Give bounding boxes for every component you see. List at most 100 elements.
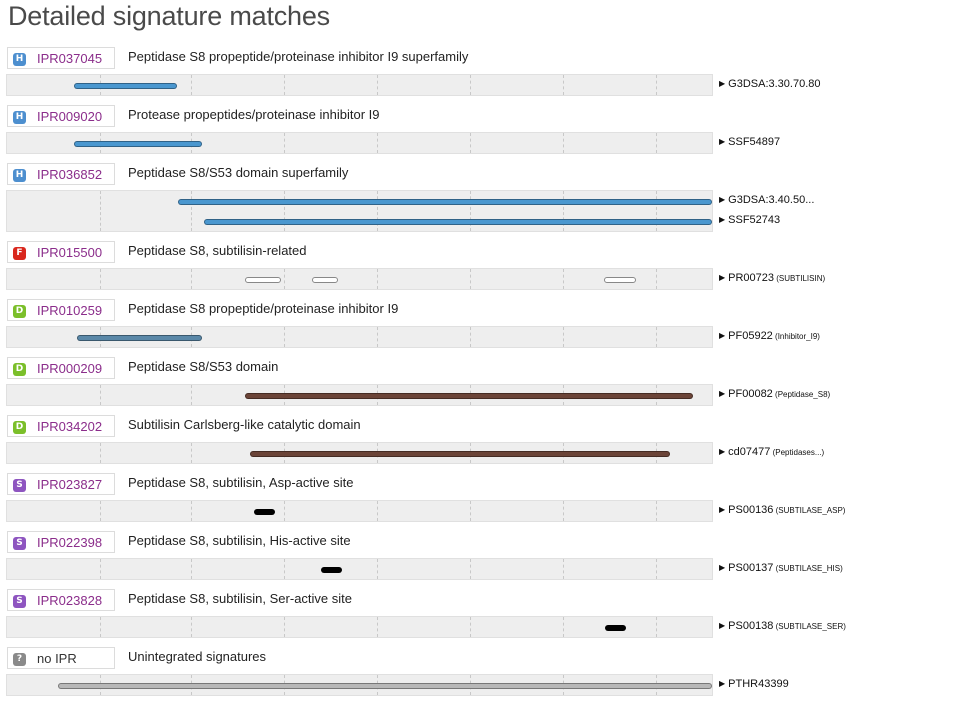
ipr-accession-link[interactable]: IPR000209 [37,361,103,376]
match-bar[interactable] [177,199,712,205]
entry-name: Peptidase S8/S53 domain superfamily [128,165,349,180]
match-bar[interactable] [311,277,338,283]
grid-line [563,269,564,289]
grid-line [470,191,471,231]
triangle-right-icon[interactable]: ▶ [719,215,726,224]
match-bar[interactable] [244,277,282,283]
match-track [6,190,713,232]
match-bar[interactable] [603,277,637,283]
signature-accession[interactable]: PS00138 [728,620,774,632]
signature-accession[interactable]: SSF54897 [728,136,781,148]
grid-line [100,191,101,231]
signature-accession[interactable]: PR00723 [728,272,775,284]
signature-label[interactable]: ▶ PS00136 (SUBTILASE_ASP) [719,504,845,516]
entry-name: Peptidase S8, subtilisin, Ser-active sit… [128,591,352,606]
match-bar[interactable] [57,683,712,689]
match-track [6,616,713,638]
triangle-right-icon[interactable]: ▶ [719,79,726,88]
no-ipr-label: no IPR [37,651,77,666]
entry-name: Peptidase S8/S53 domain [128,359,279,374]
grid-line [284,75,285,95]
match-bar[interactable] [254,509,276,515]
triangle-right-icon[interactable]: ▶ [719,137,726,146]
signature-accession[interactable]: SSF52743 [728,214,781,226]
page-title: Detailed signature matches [8,1,330,31]
triangle-right-icon[interactable]: ▶ [719,563,726,572]
signature-accession[interactable]: G3DSA:3.30.70.80 [728,78,821,90]
grid-line [377,191,378,231]
grid-line [100,269,101,289]
ipr-accession-link[interactable]: IPR009020 [37,109,103,124]
triangle-right-icon[interactable]: ▶ [719,447,726,456]
signature-label[interactable]: ▶ PR00723 (SUBTILISIN) [719,272,825,284]
ipr-accession-link[interactable]: IPR010259 [37,303,103,318]
match-track [6,74,713,96]
grid-line [470,75,471,95]
signature-label[interactable]: ▶ PTHR43399 [719,678,789,690]
grid-line [656,617,657,637]
signature-name: (Peptidase_S8) [772,390,831,399]
match-bar[interactable] [321,567,343,573]
entry-name: Peptidase S8 propeptide/proteinase inhib… [128,49,469,64]
triangle-right-icon[interactable]: ▶ [719,621,726,630]
signature-accession[interactable]: PF05922 [728,330,773,342]
triangle-right-icon[interactable]: ▶ [719,273,726,282]
signature-name: (SUBTILASE_ASP) [773,506,846,515]
signature-label[interactable]: ▶ G3DSA:3.30.70.80 [719,78,821,90]
signature-accession[interactable]: cd07477 [728,446,771,458]
match-bar[interactable] [203,219,712,225]
ipr-accession-link[interactable]: IPR037045 [37,51,103,66]
match-bar[interactable] [605,625,627,631]
triangle-right-icon[interactable]: ▶ [719,679,726,688]
match-bar[interactable] [73,83,177,89]
signature-label[interactable]: ▶ SSF52743 [719,214,780,226]
grid-line [284,133,285,153]
match-bar[interactable] [77,335,202,341]
grid-line [470,559,471,579]
ipr-accession-link[interactable]: IPR023827 [37,477,103,492]
signature-label[interactable]: ▶ cd07477 (Peptidases...) [719,446,824,458]
signature-accession[interactable]: PTHR43399 [728,678,789,690]
signature-accession[interactable]: PF00082 [728,388,773,400]
match-track [6,500,713,522]
signature-label[interactable]: ▶ PF00082 (Peptidase_S8) [719,388,830,400]
signature-label[interactable]: ▶ G3DSA:3.40.50... [719,194,814,206]
signature-accession[interactable]: PS00136 [728,504,774,516]
triangle-right-icon[interactable]: ▶ [719,389,726,398]
domain-icon: D [13,305,26,318]
entry-name: Peptidase S8, subtilisin-related [128,243,307,258]
signature-label[interactable]: ▶ SSF54897 [719,136,780,148]
domain-icon: D [13,363,26,376]
signature-label[interactable]: ▶ PF05922 (Inhibitor_I9) [719,330,820,342]
ipr-accession-link[interactable]: IPR015500 [37,245,103,260]
entry-accession-box: H IPR009020 [7,105,115,127]
match-bar[interactable] [73,141,202,147]
grid-line [563,617,564,637]
grid-line [470,133,471,153]
signature-name: (Inhibitor_I9) [772,332,820,341]
match-track [6,268,713,290]
match-bar[interactable] [244,393,693,399]
triangle-right-icon[interactable]: ▶ [719,505,726,514]
signature-accession[interactable]: PS00137 [728,562,774,574]
triangle-right-icon[interactable]: ▶ [719,195,726,204]
signature-label[interactable]: ▶ PS00137 (SUBTILASE_HIS) [719,562,843,574]
entry-name: Unintegrated signatures [128,649,267,664]
signature-name: (Peptidases...) [770,448,825,457]
grid-line [100,617,101,637]
grid-line [284,617,285,637]
signature-name: (SUBTILASE_SER) [773,622,846,631]
match-bar[interactable] [250,451,670,457]
grid-line [470,501,471,521]
ipr-accession-link[interactable]: IPR036852 [37,167,103,182]
entry-accession-box: S IPR022398 [7,531,115,553]
signature-accession[interactable]: G3DSA:3.40.50... [728,194,815,206]
triangle-right-icon[interactable]: ▶ [719,331,726,340]
match-track [6,132,713,154]
ipr-accession-link[interactable]: IPR022398 [37,535,103,550]
ipr-accession-link[interactable]: IPR023828 [37,593,103,608]
grid-line [563,501,564,521]
grid-line [100,559,101,579]
ipr-accession-link[interactable]: IPR034202 [37,419,103,434]
signature-label[interactable]: ▶ PS00138 (SUBTILASE_SER) [719,620,846,632]
